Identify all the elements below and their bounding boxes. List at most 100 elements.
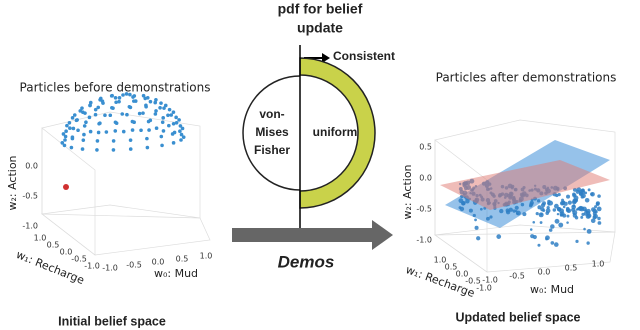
particle [596,206,602,212]
grid-pane [41,111,201,219]
particle [60,141,65,145]
particle [461,201,466,206]
particle [542,208,546,212]
panel-title: Particles after demonstrations [436,71,617,85]
particle [166,113,170,118]
particle [67,120,72,125]
particle [88,129,93,134]
particle [590,218,596,224]
particle [71,126,76,131]
grid-pane [40,213,211,256]
caption: Updated belief space [455,310,580,324]
particle [146,119,151,124]
particle [580,195,585,199]
particle [586,241,590,245]
particle [160,143,164,148]
particle [459,206,465,212]
particle [63,138,67,142]
x-tick-label: 0.0 [152,258,165,267]
x-tick-label: 1.0 [200,252,213,261]
particle [583,227,586,231]
particle [587,188,591,192]
caption: Initial belief space [58,314,166,328]
particle [177,118,181,122]
particle [127,105,132,109]
y-tick-label: 0.0 [60,248,73,257]
particle [529,200,534,205]
particle [514,205,519,210]
particle [98,98,102,102]
z-tick-label: 0.0 [25,162,38,171]
particle [545,211,550,215]
particle [575,239,579,243]
vmf-label: Fisher [254,143,290,157]
particle [110,93,114,98]
particle [561,202,565,206]
particle [530,234,535,239]
particle [546,205,550,210]
particle [516,212,519,215]
particle [572,192,576,197]
particle [550,241,555,245]
particle [62,143,67,148]
y-tick-label: 0.5 [47,241,60,250]
highlight-particle [63,184,69,190]
particle [566,194,571,199]
particle [179,132,184,137]
particle [532,220,536,224]
z-axis-label: w₂: Action [6,155,19,210]
particle [120,112,125,116]
particle [566,221,569,224]
particle [468,208,473,213]
particle [131,95,135,99]
grid-pane [433,231,616,273]
uniform-label: uniform [313,125,358,139]
particle [159,134,164,139]
grid-pane [41,127,96,256]
particle [512,209,516,213]
particle [69,145,74,150]
particle [161,129,166,133]
particle [562,213,567,218]
particle [128,92,132,97]
consistent-label: Consistent [333,49,395,63]
particle [520,202,525,207]
particle [153,112,158,116]
particle [137,111,142,116]
particle [548,228,553,232]
particle [584,197,590,203]
particle [117,99,121,104]
particle [597,221,602,225]
particle [545,237,548,241]
particle [489,215,493,219]
vmf-label: von- [259,107,284,121]
particle [167,123,171,128]
particle [535,212,539,216]
particle [582,206,587,212]
particle [141,93,146,98]
particle [172,130,177,135]
x-tick-label: -0.5 [126,261,142,270]
particle [93,112,98,117]
x-tick-label: -0.5 [509,272,525,281]
particle [577,206,583,211]
y-tick-label: -0.5 [71,255,87,264]
particle [486,216,490,221]
particle [113,129,118,133]
particle [181,135,186,139]
particle [72,113,77,117]
particle [537,243,541,247]
z-tick-label: -1.0 [22,222,38,231]
x-tick-label: 0.5 [565,264,578,273]
particle [593,213,598,219]
particle [147,128,151,132]
particle [64,129,68,134]
particle [565,208,570,213]
particle [113,120,118,125]
particle [472,213,476,218]
particle [63,134,68,139]
particle [145,95,150,100]
particle [95,148,99,152]
particle [554,203,559,209]
particle [145,145,150,150]
